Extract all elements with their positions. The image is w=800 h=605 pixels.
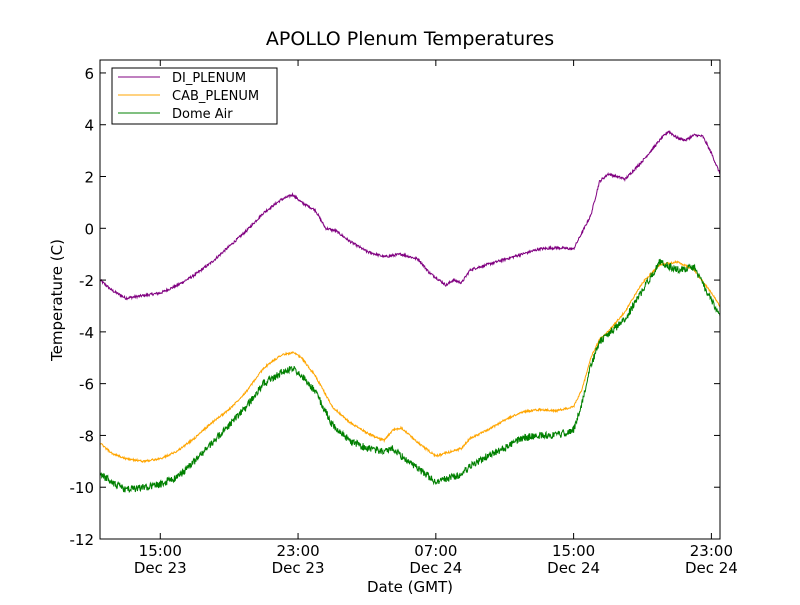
x-tick-label-date: Dec 24 [547,559,600,577]
y-tick-label: -6 [79,376,94,394]
legend: DI_PLENUM CAB_PLENUM Dome Air [111,67,278,125]
y-tick-label: -8 [79,427,94,445]
x-tick-label-time: 15:00 [552,542,595,560]
x-tick-label-time: 23:00 [276,542,319,560]
series-line-di-plenum [100,130,720,301]
plot-frame [99,59,721,540]
x-tick-label-date: Dec 24 [685,559,738,577]
x-axis-label: Date (GMT) [367,578,453,596]
y-tick-label: -12 [70,531,95,549]
legend-label-di-plenum: DI_PLENUM [172,71,246,86]
series-line-cab-plenum [100,259,720,464]
y-tick-label: 2 [84,169,94,187]
x-tick-label-time: 23:00 [690,542,733,560]
x-tick-label-time: 15:00 [139,542,182,560]
y-tick-label: -2 [79,272,94,290]
x-tick-label-date: Dec 23 [134,559,187,577]
chart-title: APOLLO Plenum Temperatures [266,28,554,50]
legend-label-cab-plenum: CAB_PLENUM [172,89,259,104]
y-tick-label: -4 [79,324,94,342]
y-tick-label: 4 [84,117,94,135]
series-line-dome-air [100,258,720,493]
x-tick-label-date: Dec 24 [409,559,462,577]
legend-label-dome-air: Dome Air [172,107,233,122]
y-tick-label: 6 [84,65,94,83]
series-layer [100,130,720,493]
x-tick-label-date: Dec 23 [272,559,325,577]
y-axis-label: Temperature (C) [48,239,66,362]
y-tick-label: -10 [70,479,95,497]
y-tick-label: 0 [84,220,94,238]
x-tick-label-time: 07:00 [414,542,457,560]
